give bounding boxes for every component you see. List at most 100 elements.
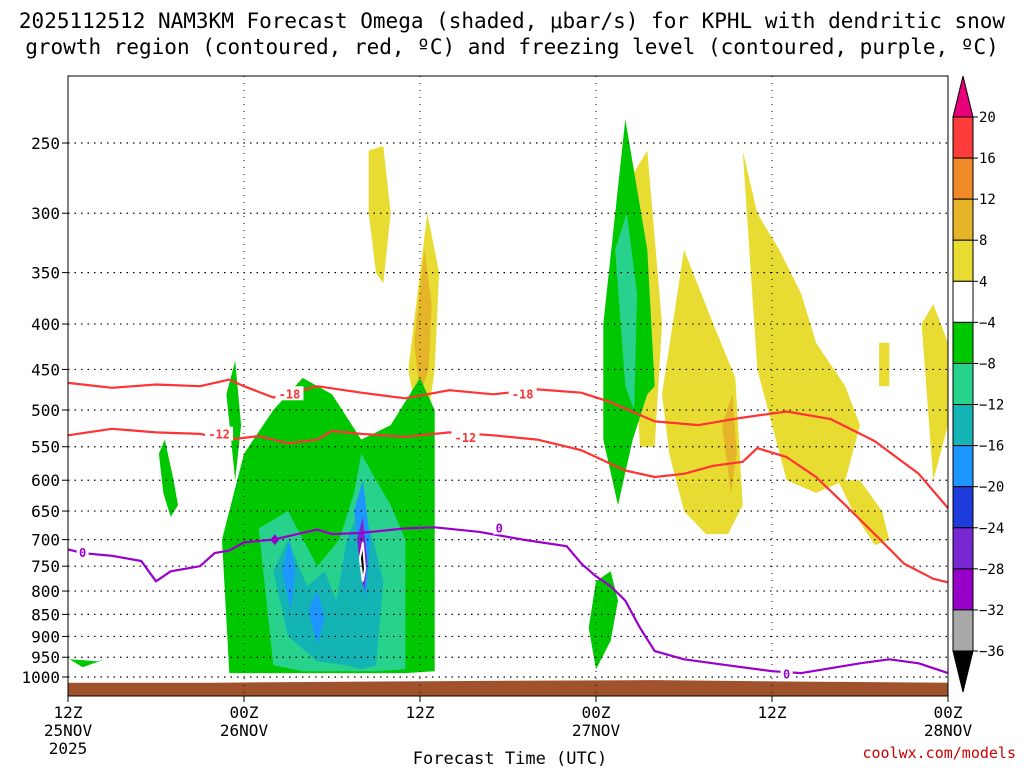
- colorbar-label-3: 8: [979, 233, 987, 249]
- omega-region: [414, 249, 432, 395]
- colorbar-label-13: −36: [979, 644, 1004, 660]
- y-tick-label-350: 350: [31, 264, 60, 283]
- omega-region: [879, 342, 890, 387]
- colorbar-label-11: −28: [979, 562, 1004, 578]
- contour-label-6: 0: [783, 667, 790, 681]
- colorbar-label-12: −32: [979, 603, 1004, 619]
- contour-dgz_m12: [67, 427, 949, 584]
- omega-region: [69, 659, 105, 668]
- contour-dgz_m18: [67, 378, 949, 509]
- colorbar: 20 16 12 8 4 −4 −8 −12 −16 −20 −24 −28 −32 −36: [952, 75, 1004, 693]
- omega-region: [226, 360, 242, 481]
- x-tick-label-time-4: 12Z: [758, 703, 787, 722]
- terrain-fill: [68, 680, 948, 696]
- omega-region: [615, 213, 638, 410]
- chart-title-line-1: 2025112512 NAM3KM Forecast Omega (shaded…: [19, 9, 1006, 33]
- colorbar-label-7: −12: [979, 398, 1004, 414]
- colorbar-label-1: 16: [979, 151, 996, 167]
- contour-label-2: -12: [208, 428, 230, 442]
- x-tick-label-time-1: 00Z: [230, 703, 259, 722]
- colorbar-swatch-9: [952, 486, 974, 529]
- colorbar-label-8: −16: [979, 439, 1004, 455]
- contour-label-bg: [451, 430, 480, 445]
- x-tick-label-time-3: 00Z: [582, 703, 611, 722]
- x-tick-label-date-1: 26NOV: [220, 721, 269, 740]
- contour-label-4: 0: [79, 546, 86, 560]
- colorbar-label-5: −4: [979, 315, 996, 331]
- omega-region: [588, 571, 618, 670]
- colorbar-swatch-6: [952, 362, 974, 406]
- y-tick-label-400: 400: [31, 315, 60, 334]
- y-tick-label-750: 750: [31, 557, 60, 576]
- x-tick-label-date-3: 27NOV: [572, 721, 621, 740]
- y-tick-label-600: 600: [31, 471, 60, 490]
- contour-label-bg: [780, 666, 793, 681]
- plot-frame: [67, 75, 949, 697]
- x-tick-label-date-5: 28NOV: [924, 721, 973, 740]
- colorbar-top-arrow: [952, 75, 974, 118]
- omega-region: [921, 304, 948, 481]
- x-tick-label-time-5: 00Z: [934, 703, 963, 722]
- watermark: coolwx.com/models: [862, 744, 1016, 762]
- y-tick-label-900: 900: [31, 627, 60, 646]
- omega-shading-layer: [69, 119, 948, 674]
- colorbar-label-0: 20: [979, 110, 996, 126]
- omega-region: [308, 591, 325, 645]
- contour-label-bg: [205, 426, 234, 441]
- y-tick-label-1000: 1000: [21, 668, 60, 687]
- contour-label-bg: [508, 386, 537, 401]
- omega-region: [358, 542, 367, 582]
- x-tick-label-time-0: 12Z: [54, 703, 83, 722]
- y-tick-label-800: 800: [31, 582, 60, 601]
- y-tick-label-850: 850: [31, 605, 60, 624]
- y-tick-label-550: 550: [31, 438, 60, 457]
- colorbar-label-10: −24: [979, 521, 1004, 537]
- y-tick-label-300: 300: [31, 204, 60, 223]
- omega-region: [158, 439, 178, 517]
- contour-label-5: 0: [496, 521, 503, 535]
- colorbar-swatch-1: [952, 157, 974, 200]
- x-tick-label-year-0: 2025: [49, 739, 88, 758]
- x-tick-label-date-0: 25NOV: [44, 721, 93, 740]
- omega-region: [838, 480, 890, 546]
- x-axis-label: Forecast Time (UTC): [413, 749, 607, 768]
- omega-region: [662, 249, 743, 535]
- y-tick-label-450: 450: [31, 360, 60, 379]
- colorbar-swatch-7: [952, 404, 974, 447]
- omega-region: [273, 505, 384, 670]
- colorbar-swatch-12: [952, 609, 974, 652]
- omega-region: [742, 150, 860, 493]
- contour-layer: [67, 378, 949, 675]
- colorbar-label-6: −8: [979, 356, 996, 372]
- y-tick-label-700: 700: [31, 531, 60, 550]
- colorbar-swatch-4: [952, 280, 974, 323]
- omega-region: [368, 146, 391, 284]
- terrain-layer: [68, 680, 948, 696]
- colorbar-bottom-arrow: [952, 650, 974, 693]
- y-axis-ticks: 250 300 350 400 450 500 550 600 650 700 750 800 850 9…: [21, 134, 68, 687]
- y-tick-label-650: 650: [31, 502, 60, 521]
- contour-label-layer: -18 -18 -12 -12 0 0 0: [76, 386, 793, 681]
- colorbar-swatch-10: [952, 527, 974, 570]
- contour-label-1: -18: [512, 387, 534, 401]
- x-tick-label-time-2: 12Z: [406, 703, 435, 722]
- y-tick-label-950: 950: [31, 648, 60, 667]
- colorbar-swatch-2: [952, 198, 974, 241]
- colorbar-swatch-5: [952, 321, 974, 364]
- contour-label-bg: [493, 520, 506, 535]
- colorbar-swatch-3: [952, 239, 974, 282]
- colorbar-label-9: −20: [979, 480, 1004, 496]
- y-tick-label-500: 500: [31, 401, 60, 420]
- contour-freezing_0: [67, 526, 949, 675]
- y-tick-label-250: 250: [31, 134, 60, 153]
- colorbar-swatch-11: [952, 568, 974, 611]
- colorbar-label-4: 4: [979, 274, 987, 290]
- contour-label-3: -12: [455, 431, 477, 445]
- contour-label-0: -18: [279, 387, 301, 401]
- colorbar-swatch-0: [952, 116, 974, 159]
- colorbar-label-2: 12: [979, 192, 996, 208]
- colorbar-swatch-8: [952, 445, 974, 488]
- chart-title-line-2: growth region (contoured, red, ºC) and f…: [25, 35, 999, 59]
